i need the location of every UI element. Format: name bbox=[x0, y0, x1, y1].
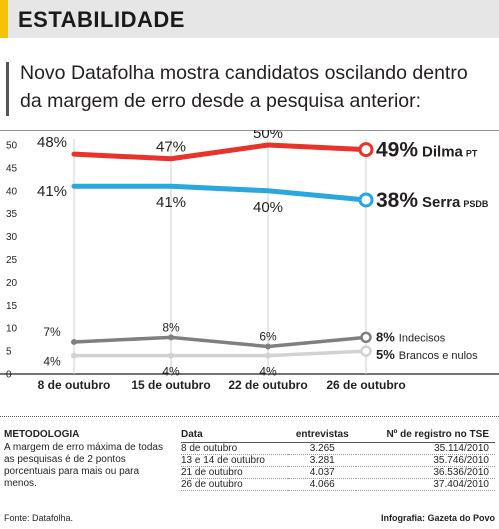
data-label-1-2: 40% bbox=[253, 199, 283, 216]
table-cell-interviews: 4.066 bbox=[288, 478, 357, 491]
registration-table: Data entrevistas Nº de registro no TSE 8… bbox=[181, 429, 495, 491]
y-tick-label-10: 10 bbox=[6, 324, 18, 335]
data-label-0-0: 48% bbox=[37, 134, 67, 151]
notes-divider bbox=[0, 416, 499, 417]
credit-note: Infografia: Gazeta do Povo bbox=[380, 513, 495, 523]
y-tick-label-30: 30 bbox=[6, 232, 18, 243]
line-chart: 0 5 10 15 20 25 30 35 40 45 50 8 de outubro 15 de ou… bbox=[0, 130, 499, 392]
table-row: 8 de outubro 3.265 35.114/2010 bbox=[181, 442, 495, 455]
table-cell-interviews: 3.281 bbox=[288, 454, 357, 467]
data-label-3-2: 4% bbox=[259, 365, 277, 379]
methodology-title: METODOLOGIA bbox=[4, 429, 80, 440]
data-label-1-0: 41% bbox=[37, 183, 67, 200]
y-tick-label-35: 35 bbox=[6, 209, 18, 220]
table-row: 26 de outubro 4.066 37.404/2010 bbox=[181, 478, 495, 491]
data-label-3-0: 4% bbox=[43, 355, 61, 369]
data-label-1-1: 41% bbox=[156, 194, 186, 211]
y-tick-label-50: 50 bbox=[6, 141, 18, 152]
table-cell-date: 8 de outubro bbox=[181, 442, 289, 455]
series-line-2 bbox=[72, 335, 368, 349]
series-marker-3-3 bbox=[360, 345, 372, 357]
table-header-date: Data bbox=[181, 429, 289, 443]
y-tick-label-5: 5 bbox=[6, 347, 12, 358]
end-label-2: 8% Indecisos bbox=[376, 329, 446, 344]
end-label-1: 38% Serra PSDB bbox=[376, 189, 489, 212]
series-point-2-0 bbox=[71, 338, 77, 345]
x-tick-label-3: 26 de outubro bbox=[326, 378, 405, 392]
table-header-row: Data entrevistas Nº de registro no TSE bbox=[181, 429, 495, 443]
data-label-0-2: 50% bbox=[253, 130, 283, 142]
x-tick-label-0: 8 de outubro bbox=[38, 378, 111, 392]
series-line-0 bbox=[71, 142, 369, 162]
table-header-registration: Nº de registro no TSE bbox=[356, 429, 495, 443]
x-tick-label-1: 15 de outubro bbox=[131, 378, 210, 392]
series-point-2-2 bbox=[265, 343, 271, 350]
methodology-text: A margem de erro máxima de todas as pesq… bbox=[4, 442, 163, 489]
table-cell-registration: 35.746/2010 bbox=[356, 454, 495, 467]
table-row: 21 de outubro 4.037 36.536/2010 bbox=[181, 466, 495, 479]
chart-subtitle: Novo Datafolha mostra candidatos oscilan… bbox=[20, 62, 468, 112]
series-point-3-1 bbox=[168, 352, 174, 359]
end-label-0: 49% Dilma PT bbox=[376, 139, 478, 162]
data-label-2-2: 6% bbox=[259, 330, 277, 344]
series-marker-2-3 bbox=[360, 331, 372, 344]
table-row: 13 e 14 de outubro 3.281 35.746/2010 bbox=[181, 454, 495, 467]
series-point-3-2 bbox=[265, 352, 271, 359]
notes-section: METODOLOGIA A margem de erro máxima de t… bbox=[0, 404, 499, 529]
table-cell-registration: 36.536/2010 bbox=[356, 466, 495, 479]
y-tick-label-20: 20 bbox=[6, 278, 18, 289]
series-marker-1-3 bbox=[358, 192, 374, 208]
y-tick-label-0: 0 bbox=[6, 370, 12, 381]
data-label-2-0: 7% bbox=[43, 325, 61, 339]
table-cell-interviews: 4.037 bbox=[288, 466, 357, 479]
y-tick-label-15: 15 bbox=[6, 301, 18, 312]
source-note: Fonte: Datafolha. bbox=[4, 513, 74, 523]
table-header-interviews: entrevistas bbox=[288, 429, 357, 443]
end-label-3: 5% Brancos e nulos bbox=[376, 347, 478, 362]
series-line-1 bbox=[71, 183, 369, 203]
table-cell-registration: 35.114/2010 bbox=[356, 442, 495, 455]
x-tick-label-2: 22 de outubro bbox=[228, 378, 307, 392]
header-accent bbox=[0, 0, 8, 38]
y-tick-label-45: 45 bbox=[6, 163, 18, 174]
series-line-3 bbox=[72, 349, 368, 358]
data-label-2-1: 8% bbox=[162, 320, 180, 334]
table-cell-interviews: 3.265 bbox=[288, 442, 357, 455]
table-cell-registration: 37.404/2010 bbox=[356, 478, 495, 491]
table-cell-date: 13 e 14 de outubro bbox=[181, 454, 289, 467]
header-bar bbox=[0, 0, 499, 38]
series-point-2-1 bbox=[168, 334, 174, 341]
page-title: ESTABILIDADE bbox=[18, 7, 185, 32]
subtitle-rule bbox=[6, 62, 9, 116]
table-cell-date: 26 de outubro bbox=[181, 478, 289, 491]
data-label-0-1: 47% bbox=[156, 139, 186, 156]
y-tick-label-40: 40 bbox=[6, 186, 18, 197]
table-cell-date: 21 de outubro bbox=[181, 466, 289, 479]
y-tick-label-25: 25 bbox=[6, 255, 18, 266]
data-label-3-1: 4% bbox=[162, 365, 180, 379]
series-point-3-0 bbox=[71, 352, 77, 359]
series-marker-0-3 bbox=[358, 142, 374, 158]
